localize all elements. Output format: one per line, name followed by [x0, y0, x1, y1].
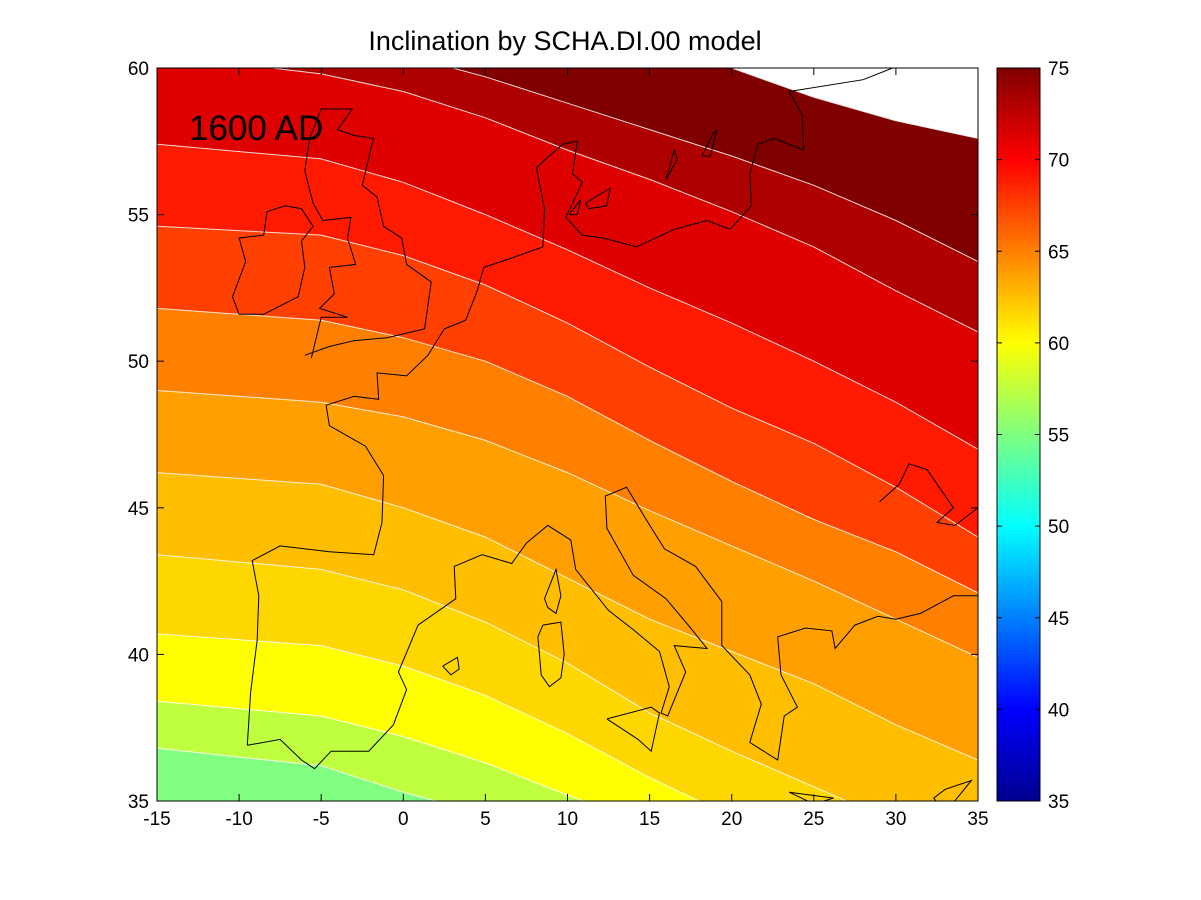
colorbar-tick-label: 35 — [1048, 792, 1069, 813]
coastline-1 — [247, 486, 978, 770]
colorbar-tick-label: 70 — [1048, 151, 1069, 172]
x-tick-label: -10 — [225, 809, 252, 830]
x-tick-label: 25 — [803, 809, 824, 830]
coastline-8 — [788, 791, 834, 801]
colorbar-tick-label: 50 — [1048, 517, 1069, 538]
coastline-5 — [544, 567, 562, 615]
contour-line-62.5 — [157, 633, 700, 801]
coastline-4 — [537, 621, 565, 688]
y-tick-label: 50 — [128, 352, 149, 373]
coastline-14 — [879, 463, 978, 526]
contour-line-67.5 — [157, 472, 978, 761]
contour-line-75 — [157, 225, 978, 538]
contour-line-80 — [271, 68, 978, 333]
x-tick-label: 15 — [639, 809, 660, 830]
colorbar-tick-label: 60 — [1048, 334, 1069, 355]
y-tick-label: 40 — [128, 645, 149, 666]
contour-line-70 — [157, 390, 978, 658]
epoch-label: 1600 AD — [189, 109, 323, 148]
contour-line-85 — [731, 68, 978, 139]
contour-line-65 — [157, 554, 847, 801]
coastline-11 — [568, 199, 582, 216]
x-tick-label: 35 — [967, 809, 988, 830]
colorbar-gradient — [996, 67, 1041, 802]
contour-line-57.5 — [157, 747, 437, 801]
contour-line-72.5 — [157, 307, 978, 594]
colorbar-tick-label: 55 — [1048, 426, 1069, 447]
colorbar-tick-label: 40 — [1048, 700, 1069, 721]
coastline-2 — [304, 108, 432, 359]
coastline-3 — [231, 205, 314, 315]
colorbar: 35 40 45 50 55 60 65 70 75 — [996, 59, 1069, 813]
y-axis: 35 40 45 50 55 60 — [128, 59, 978, 813]
contour-line-77.5 — [157, 143, 978, 450]
coastline-6 — [606, 706, 661, 753]
colorbar-tick-label: 45 — [1048, 609, 1069, 630]
plot-area: 1600 AD — [156, 67, 979, 802]
colorbar-tick-label: 65 — [1048, 242, 1069, 263]
x-tick-label: 5 — [480, 809, 491, 830]
coastline-9 — [665, 148, 679, 180]
x-tick-label: 10 — [557, 809, 578, 830]
coastline-12 — [585, 187, 611, 210]
contour-line-82.5 — [452, 68, 978, 262]
colorbar-tick-label: 75 — [1048, 59, 1069, 80]
coastline-10 — [701, 129, 718, 157]
contour-bands — [157, 68, 978, 801]
contour-lines — [157, 68, 978, 801]
x-tick-label: 20 — [721, 809, 742, 830]
x-tick-label: 0 — [398, 809, 409, 830]
x-tick-label: -15 — [143, 809, 170, 830]
x-axis: -15 -10 -5 0 5 10 15 20 25 30 35 — [143, 68, 989, 830]
y-tick-label: 60 — [128, 59, 149, 80]
y-tick-label: 55 — [128, 206, 149, 227]
colorbar-ticks: 35 40 45 50 55 60 65 70 75 — [997, 59, 1069, 813]
x-tick-label: -5 — [313, 809, 330, 830]
coastline-0 — [246, 68, 893, 746]
coastline-13 — [932, 779, 973, 801]
contour-line-60 — [157, 700, 585, 801]
chart-title: Inclination by SCHA.DI.00 model — [368, 26, 761, 56]
y-tick-label: 35 — [128, 792, 149, 813]
coastline-7 — [442, 656, 460, 676]
y-tick-label: 45 — [128, 499, 149, 520]
coastlines — [231, 68, 978, 801]
x-tick-label: 30 — [885, 809, 906, 830]
